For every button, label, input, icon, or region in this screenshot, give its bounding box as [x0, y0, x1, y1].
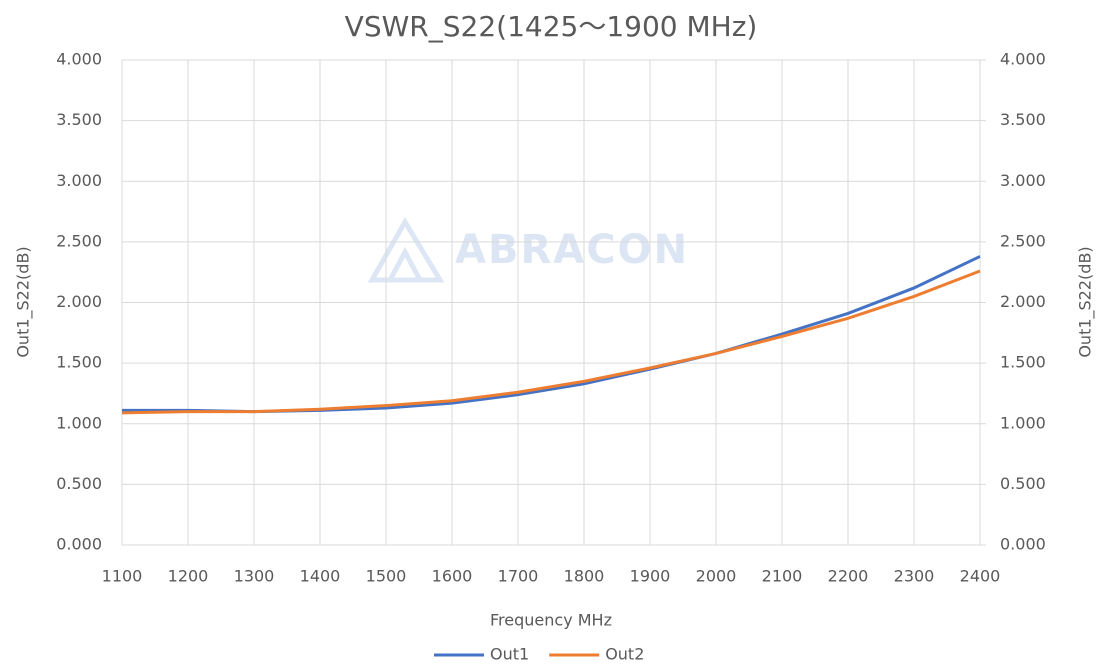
series-line: [122, 255, 981, 414]
legend-label: Out2: [605, 645, 644, 664]
x-tick-label: 2100: [762, 567, 803, 586]
y-tick-label: 1.000: [56, 413, 102, 432]
y2-tick-label: 4.000: [1000, 50, 1046, 69]
x-tick-label: 1500: [366, 567, 407, 586]
y2-tick-label: 3.500: [1000, 110, 1046, 129]
x-tick-label: 1200: [168, 567, 209, 586]
y2-tick-label: 3.000: [1000, 171, 1046, 190]
x-tick-label: 1300: [234, 567, 275, 586]
y2-tick-label: 2.000: [1000, 292, 1046, 311]
y-axis-label: Out1_S22(dB): [14, 246, 34, 357]
watermark: ABRACON: [455, 227, 689, 273]
y2-tick-label: 2.500: [1000, 231, 1046, 250]
y-tick-label: 3.500: [56, 110, 102, 129]
series-line: [121, 269, 981, 415]
x-tick-label: 1800: [564, 567, 605, 586]
legend-label: Out1: [490, 645, 529, 664]
y-tick-label: 1.500: [56, 353, 102, 372]
chart-title: VSWR_S22(1425～1900 MHz): [345, 10, 758, 43]
x-tick-label: 1400: [300, 567, 341, 586]
y-tick-label: 0.000: [56, 535, 102, 554]
y-tick-label: 2.000: [56, 292, 102, 311]
x-tick-label: 1700: [498, 567, 539, 586]
y2-axis-label: Out1_S22(dB): [1076, 246, 1096, 357]
y-tick-label: 0.500: [56, 474, 102, 493]
y2-tick-label: 1.000: [1000, 413, 1046, 432]
x-tick-label: 2300: [894, 567, 935, 586]
x-tick-label: 1100: [102, 567, 143, 586]
watermark-logo: [367, 217, 445, 283]
y2-tick-label: 0.000: [1000, 535, 1046, 554]
x-tick-label: 2000: [696, 567, 737, 586]
x-tick-label: 1600: [432, 567, 473, 586]
y-tick-label: 3.000: [56, 171, 102, 190]
y2-tick-label: 1.500: [1000, 353, 1046, 372]
x-axis-label: Frequency MHz: [490, 611, 612, 630]
y-tick-label: 4.000: [56, 50, 102, 69]
x-tick-label: 2200: [828, 567, 869, 586]
y2-tick-label: 0.500: [1000, 474, 1046, 493]
y-tick-label: 2.500: [56, 231, 102, 250]
x-tick-label: 2400: [960, 567, 1001, 586]
x-tick-label: 1900: [630, 567, 671, 586]
